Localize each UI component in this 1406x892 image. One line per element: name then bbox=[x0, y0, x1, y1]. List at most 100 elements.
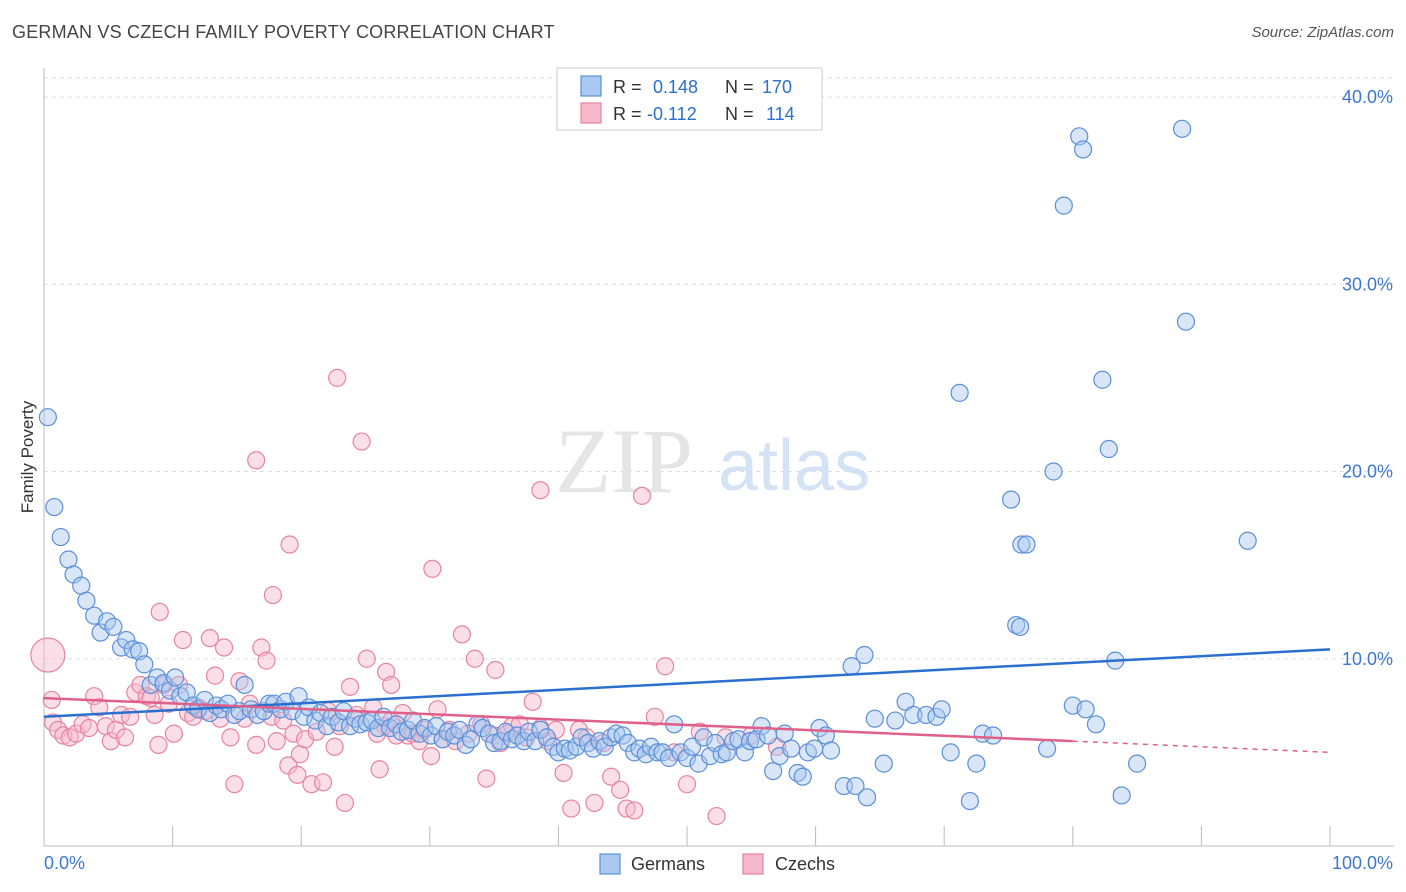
german-point bbox=[855, 645, 874, 665]
x-tick-label-min: 0.0% bbox=[44, 853, 85, 873]
german-point bbox=[590, 732, 609, 751]
stats-legend: R = 0.148 N = 170 R = -0.112 N = 114 bbox=[556, 67, 823, 131]
czech-point bbox=[200, 629, 219, 648]
y-tick-label: 30.0% bbox=[1342, 274, 1393, 294]
czech-point bbox=[585, 793, 604, 813]
stats-legend-german-swatch bbox=[580, 75, 602, 97]
german-point bbox=[694, 728, 713, 747]
y-axis-label: Family Poverty bbox=[18, 400, 37, 513]
german-point bbox=[874, 754, 893, 773]
czech-point bbox=[288, 765, 307, 784]
czech-point bbox=[302, 775, 321, 794]
german-point bbox=[1238, 531, 1257, 550]
german-point bbox=[857, 788, 877, 807]
trend-lines bbox=[43, 648, 1331, 754]
german-point bbox=[77, 591, 96, 610]
german-point bbox=[38, 408, 57, 427]
german-point bbox=[950, 383, 969, 402]
german-point bbox=[960, 791, 980, 811]
german-point bbox=[1012, 535, 1031, 554]
german-point bbox=[154, 673, 173, 693]
czech-point bbox=[149, 735, 168, 754]
y-tick-label: 20.0% bbox=[1342, 462, 1393, 482]
german-point bbox=[967, 754, 986, 773]
german-point bbox=[793, 767, 812, 786]
german-point bbox=[1076, 700, 1095, 719]
german-point bbox=[810, 718, 829, 738]
czech-point bbox=[225, 775, 244, 794]
german-point bbox=[886, 711, 905, 730]
czech-point bbox=[656, 657, 675, 676]
german-point bbox=[1086, 715, 1106, 734]
german-point bbox=[1054, 196, 1073, 215]
czech-point bbox=[173, 630, 192, 650]
czech-point bbox=[707, 806, 726, 826]
y-tick-label: 40.0% bbox=[1342, 87, 1393, 107]
czech-point bbox=[562, 799, 581, 818]
czech-point bbox=[335, 793, 355, 813]
czech-point bbox=[382, 675, 401, 695]
stats-legend-czech-n-value: 114 bbox=[766, 104, 795, 124]
czech-point bbox=[328, 368, 347, 387]
source-label: Source: ZipAtlas.com bbox=[1251, 24, 1394, 41]
german-point bbox=[1037, 739, 1057, 758]
stats-legend-czech-r-label: R = bbox=[613, 104, 642, 124]
czech-point bbox=[357, 649, 376, 668]
german-point bbox=[1173, 119, 1192, 138]
czech-point bbox=[247, 451, 266, 470]
czech-point bbox=[554, 763, 573, 783]
czech-point bbox=[280, 535, 299, 554]
czech-point bbox=[423, 559, 442, 578]
german-point bbox=[461, 730, 481, 749]
czech-point bbox=[131, 675, 150, 695]
german-point bbox=[932, 700, 951, 719]
y-tick-labels: 10.0% 20.0% 30.0% 40.0% bbox=[1342, 87, 1393, 669]
stats-legend-czech-n-label: N = bbox=[725, 104, 754, 124]
czech-point bbox=[30, 637, 66, 673]
german-point bbox=[392, 722, 411, 741]
czech-point bbox=[263, 585, 283, 605]
watermark-atlas: atlas bbox=[718, 426, 870, 506]
watermark-zip: ZIP bbox=[555, 410, 693, 512]
german-point bbox=[123, 640, 142, 659]
german-point bbox=[1093, 370, 1112, 389]
czech-point bbox=[602, 767, 621, 786]
german-point bbox=[1099, 439, 1118, 459]
x-tick-label-max: 100.0% bbox=[1332, 853, 1393, 873]
german-point bbox=[1010, 617, 1030, 637]
legend-germans-swatch[interactable] bbox=[599, 853, 621, 875]
stats-legend-german-r-label: R = bbox=[613, 77, 642, 97]
german-point bbox=[1001, 490, 1021, 509]
german-point bbox=[1073, 140, 1093, 159]
czech-point bbox=[90, 698, 109, 717]
german-point bbox=[537, 728, 556, 747]
stats-legend-czech-r-value: -0.112 bbox=[647, 104, 697, 124]
german-point bbox=[351, 715, 370, 734]
gridlines bbox=[44, 77, 1394, 660]
german-point bbox=[1112, 786, 1131, 805]
german-point bbox=[135, 655, 154, 674]
german-point bbox=[584, 739, 603, 758]
czech-point bbox=[452, 625, 472, 644]
german-point bbox=[983, 726, 1003, 745]
german-point bbox=[782, 739, 801, 758]
stats-legend-czech-swatch bbox=[580, 102, 602, 124]
german-point bbox=[491, 732, 510, 751]
german-point bbox=[904, 705, 923, 725]
czech-trend-extension bbox=[1072, 740, 1331, 754]
czech-point bbox=[625, 801, 644, 820]
legend-czechs-swatch[interactable] bbox=[742, 853, 764, 875]
czech-point bbox=[164, 724, 183, 743]
czech-point bbox=[101, 732, 120, 751]
chart-title: GERMAN VS CZECH FAMILY POVERTY CORRELATI… bbox=[12, 22, 555, 42]
czech-trend-line bbox=[43, 696, 1073, 743]
german-point bbox=[117, 630, 136, 650]
czech-point bbox=[112, 705, 131, 725]
german-point bbox=[166, 668, 185, 687]
czech-point bbox=[421, 747, 441, 766]
legend-germans-label[interactable]: Germans bbox=[631, 854, 705, 874]
series-legend: Germans Czechs bbox=[599, 853, 835, 875]
legend-czechs-label[interactable]: Czechs bbox=[775, 854, 835, 874]
czech-point bbox=[257, 651, 276, 670]
german-point bbox=[104, 617, 123, 637]
